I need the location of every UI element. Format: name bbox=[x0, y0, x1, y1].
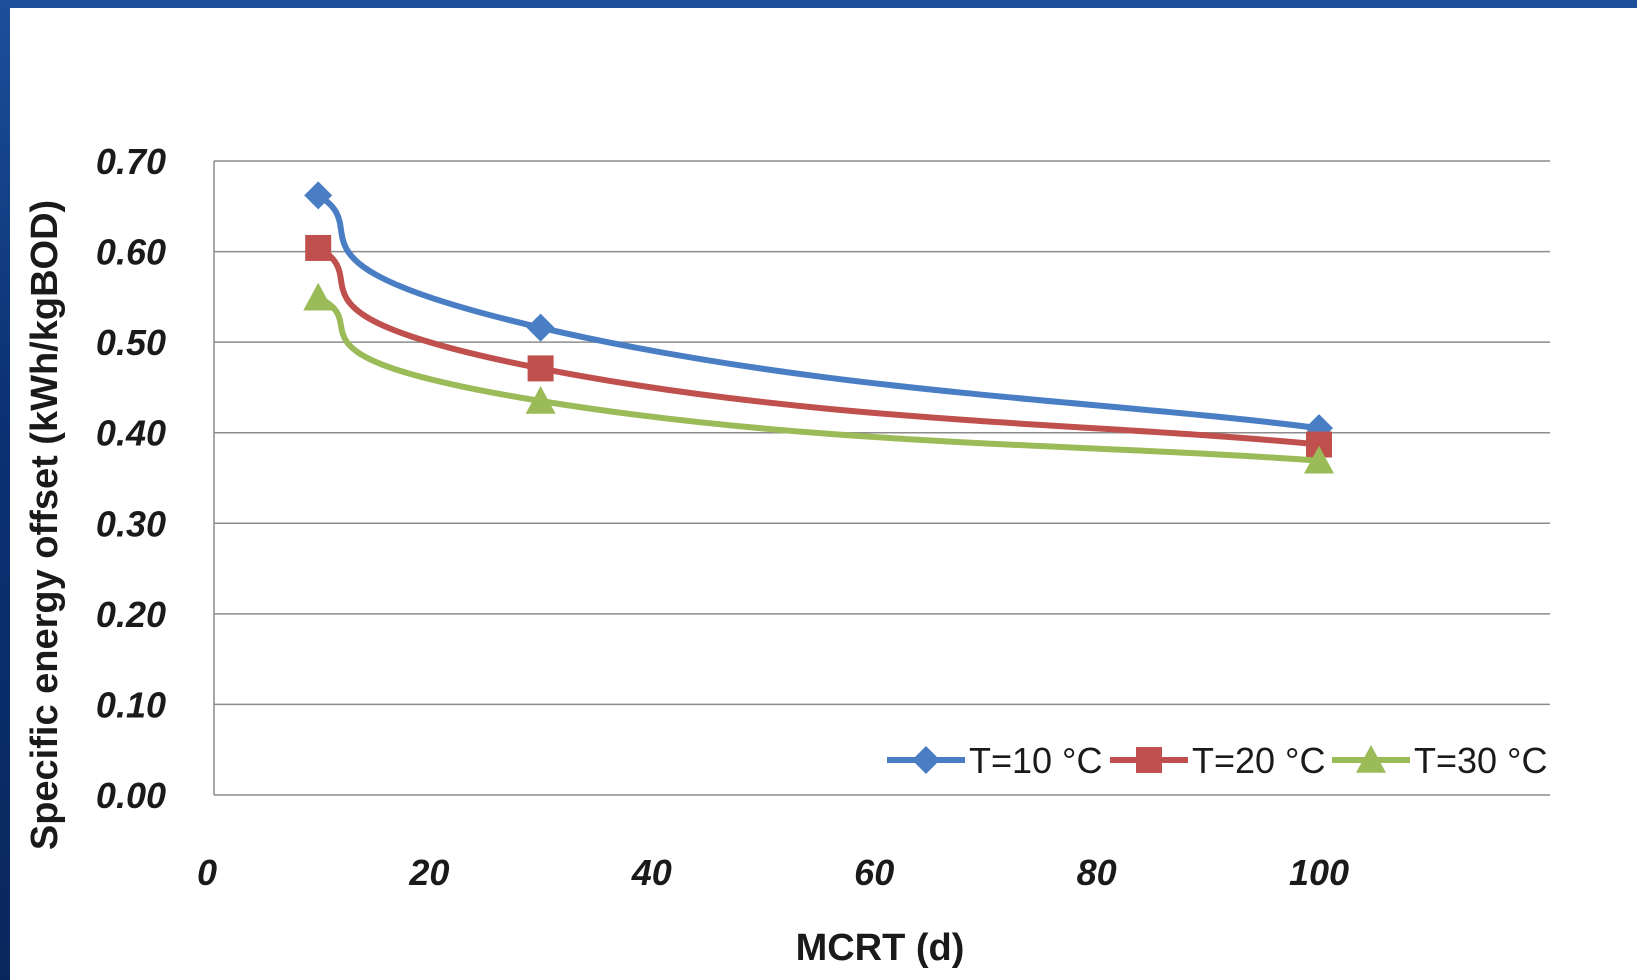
data-point bbox=[304, 181, 333, 210]
chart-panel bbox=[10, 8, 1637, 980]
x-axis-ticks: 0 20 40 60 80 100 bbox=[197, 852, 1349, 893]
y-tick-label: 0.30 bbox=[96, 503, 166, 544]
series-1 bbox=[304, 181, 1333, 443]
y-tick-label: 0.60 bbox=[96, 232, 166, 273]
x-tick-label: 20 bbox=[408, 852, 449, 893]
gridlines bbox=[213, 160, 1550, 796]
x-tick-label: 100 bbox=[1289, 852, 1349, 893]
series-group bbox=[303, 181, 1334, 474]
legend-item: T=10 °C bbox=[887, 740, 1102, 781]
data-point bbox=[525, 386, 556, 414]
y-tick-label: 0.40 bbox=[96, 413, 166, 454]
x-axis-title: MCRT (d) bbox=[796, 927, 965, 969]
data-point bbox=[303, 282, 334, 311]
series-2 bbox=[305, 234, 1332, 458]
legend-item: T=30 °C bbox=[1332, 740, 1547, 781]
legend-marker bbox=[1136, 747, 1162, 773]
legend-label: T=20 °C bbox=[1192, 740, 1325, 781]
legend-label: T=10 °C bbox=[969, 740, 1102, 781]
series-line bbox=[315, 294, 1322, 464]
y-axis-title: Specific energy offset (kWh/kgBOD) bbox=[24, 200, 66, 850]
data-point bbox=[1304, 445, 1334, 474]
y-tick-label: 0.20 bbox=[96, 594, 166, 635]
series-line bbox=[315, 192, 1322, 432]
series-line bbox=[315, 244, 1322, 448]
legend-marker bbox=[912, 746, 940, 774]
y-tick-label: 0.10 bbox=[96, 684, 166, 725]
y-tick-label: 0.00 bbox=[96, 775, 166, 816]
series-3 bbox=[303, 282, 1334, 474]
legend-item: T=20 °C bbox=[1110, 740, 1325, 781]
x-tick-label: 40 bbox=[631, 852, 672, 893]
legend-label: T=30 °C bbox=[1414, 740, 1547, 781]
data-point bbox=[526, 313, 555, 342]
y-axis-ticks: 0.00 0.10 0.20 0.30 0.40 0.50 0.60 0.70 bbox=[96, 141, 166, 816]
x-tick-label: 80 bbox=[1077, 852, 1117, 893]
x-tick-label: 0 bbox=[197, 852, 217, 893]
legend: T=10 °C T=20 °C T=30 °C bbox=[887, 740, 1547, 781]
data-point bbox=[305, 234, 332, 261]
y-tick-label: 0.70 bbox=[96, 141, 166, 182]
y-tick-label: 0.50 bbox=[96, 322, 166, 363]
x-tick-label: 60 bbox=[854, 852, 894, 893]
data-point bbox=[527, 355, 554, 382]
legend-marker bbox=[1356, 745, 1386, 773]
